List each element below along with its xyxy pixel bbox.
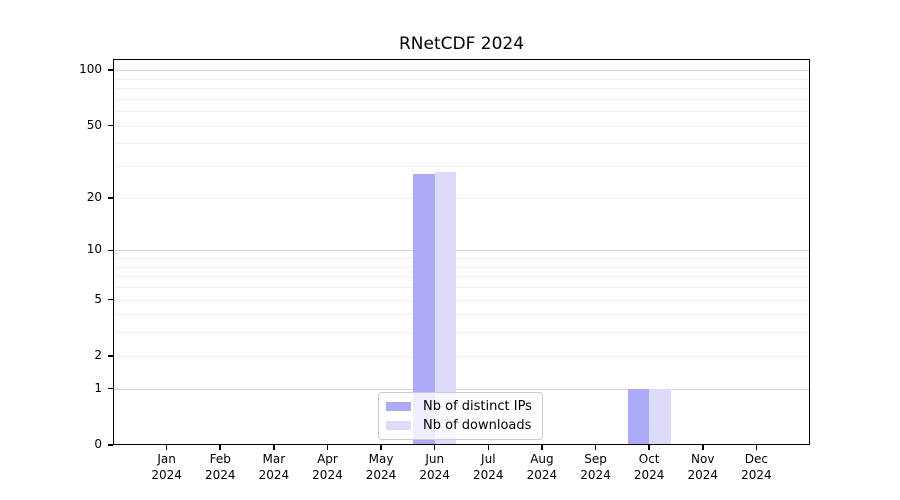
y-tick-label: 0	[94, 437, 102, 451]
month-label: Aug	[530, 452, 554, 466]
gridline-minor	[113, 314, 810, 316]
gridline-minor	[113, 88, 810, 90]
x-tick	[380, 445, 382, 450]
year-label: 2024	[204, 467, 236, 482]
y-tick-label: 100	[79, 62, 102, 77]
y-tick-label: 10	[86, 242, 102, 257]
y-tick	[108, 69, 113, 71]
y-tick	[108, 197, 113, 199]
legend-swatch-downloads-icon	[386, 421, 411, 430]
legend-label-downloads: Nb of downloads	[423, 418, 532, 433]
y-tick-label: 20	[86, 189, 102, 204]
x-tick-label-dec: Dec 2024	[728, 452, 784, 483]
gridline-minor	[113, 197, 810, 199]
x-tick	[487, 445, 490, 450]
x-tick-label-jul: Jul 2024	[460, 452, 516, 483]
legend: Nb of distinct IPs Nb of downloads	[378, 392, 543, 440]
x-tick	[755, 445, 758, 450]
y-tick-label: 2	[94, 347, 102, 362]
year-label: 2024	[151, 467, 182, 482]
legend-item-distinct-ips: Nb of distinct IPs	[386, 399, 532, 414]
x-tick-label-mar: Mar 2024	[246, 452, 302, 483]
month-label: Apr	[317, 452, 338, 466]
plot-area	[113, 59, 810, 445]
year-label: 2024	[526, 467, 558, 482]
gridline-major	[113, 250, 810, 252]
gridline-minor	[113, 78, 810, 80]
month-label: May	[368, 452, 394, 466]
x-tick	[702, 445, 704, 450]
year-label: 2024	[419, 467, 450, 482]
x-tick-label-feb: Feb 2024	[192, 452, 248, 483]
x-tick	[648, 445, 650, 450]
month-label: Dec	[744, 452, 768, 466]
x-tick	[273, 445, 275, 450]
x-tick-label-sep: Sep 2024	[568, 452, 624, 483]
gridline-minor	[113, 286, 810, 288]
x-tick	[433, 445, 436, 450]
month-label: Jul	[481, 452, 496, 466]
year-label: 2024	[580, 467, 611, 482]
gridline-minor	[113, 143, 810, 145]
x-tick	[165, 445, 168, 450]
y-tick	[108, 444, 113, 446]
gridline-minor	[113, 258, 810, 260]
month-label: Mar	[262, 452, 286, 466]
year-label: 2024	[365, 467, 397, 482]
legend-label-distinct-ips: Nb of distinct IPs	[423, 399, 532, 414]
y-tick-label: 50	[86, 117, 102, 132]
month-label: Jan	[157, 452, 176, 466]
year-label: 2024	[473, 467, 504, 482]
month-label: Nov	[691, 452, 715, 466]
gridline-minor	[113, 98, 810, 100]
x-tick-label-oct: Oct 2024	[621, 452, 677, 483]
x-tick-label-nov: Nov 2024	[675, 452, 731, 483]
month-label: Oct	[638, 452, 660, 466]
y-tick	[108, 298, 113, 301]
month-label: Sep	[584, 452, 607, 466]
gridline-major	[113, 388, 810, 390]
gridline-minor	[113, 266, 810, 268]
gridline-minor	[113, 299, 810, 301]
gridline-minor	[113, 332, 810, 334]
month-label: Jun	[425, 452, 445, 466]
gridline-minor	[113, 355, 810, 357]
x-tick-label-apr: Apr 2024	[299, 452, 355, 483]
gridline-minor	[113, 111, 810, 113]
x-tick	[326, 445, 329, 450]
legend-swatch-distinct-ips-icon	[386, 402, 411, 411]
bar-nb-of-downloads-jun	[434, 171, 457, 445]
x-tick	[541, 445, 543, 450]
x-tick-label-may: May 2024	[353, 452, 409, 483]
year-label: 2024	[258, 467, 290, 482]
x-tick-label-jun: Jun 2024	[407, 452, 463, 483]
bar-nb-of-downloads-oct	[649, 388, 671, 445]
bar-nb-of-distinct-ips-jun	[413, 174, 435, 445]
month-label: Feb	[209, 452, 231, 466]
x-tick-label-aug: Aug 2024	[514, 452, 570, 483]
gridline-minor	[113, 125, 810, 127]
y-tick	[108, 387, 113, 390]
year-label: 2024	[633, 467, 665, 482]
year-label: 2024	[312, 467, 343, 482]
y-tick	[108, 355, 113, 357]
y-tick	[108, 249, 113, 252]
x-tick-label-jan: Jan 2024	[139, 452, 195, 483]
gridline-minor	[113, 166, 810, 168]
gridline-major	[113, 70, 810, 72]
year-label: 2024	[741, 467, 772, 482]
year-label: 2024	[687, 467, 719, 482]
legend-item-downloads: Nb of downloads	[386, 418, 532, 433]
gridline-minor	[113, 276, 810, 278]
bar-nb-of-distinct-ips-oct	[627, 388, 650, 445]
y-tick-label: 1	[94, 380, 102, 395]
chart-title: RNetCDF 2024	[398, 34, 525, 54]
x-tick	[219, 445, 221, 450]
y-tick	[108, 124, 113, 127]
x-tick	[594, 445, 597, 450]
y-tick-label: 5	[94, 291, 102, 306]
